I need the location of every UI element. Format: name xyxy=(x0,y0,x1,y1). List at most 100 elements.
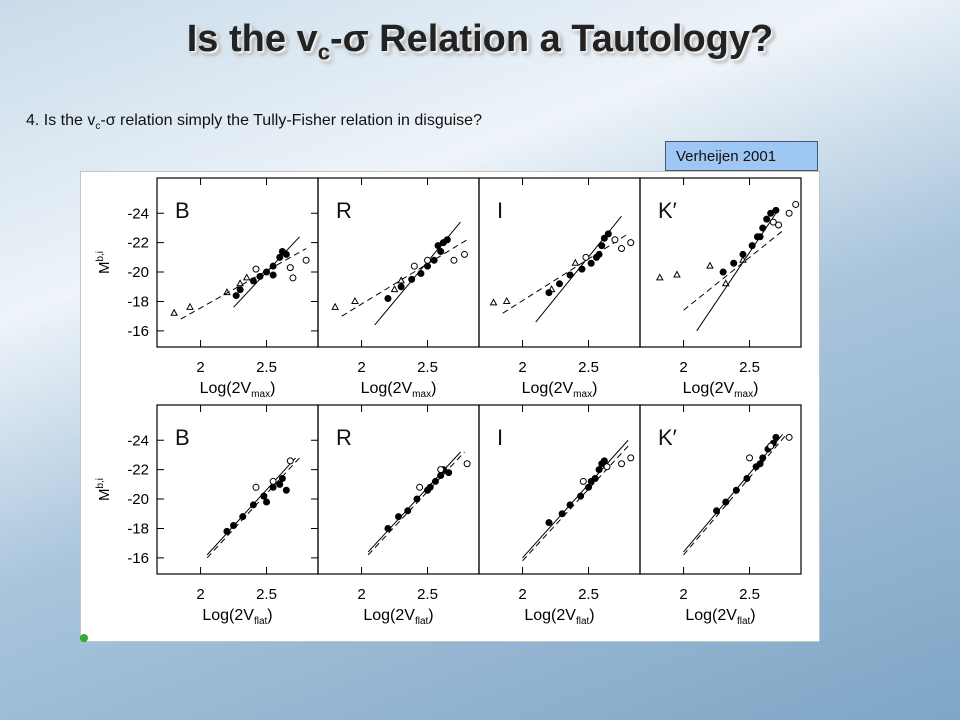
fit-line xyxy=(522,442,632,562)
filled-point xyxy=(772,433,780,441)
panel-label: K′ xyxy=(658,425,677,450)
title-sub: c xyxy=(317,39,330,65)
filled-point xyxy=(713,507,721,515)
filled-point xyxy=(566,271,574,279)
x-axis-label: Log(2Vmax) xyxy=(522,380,598,400)
filled-point xyxy=(730,259,738,267)
y-tick-label: -20 xyxy=(127,264,149,281)
filled-point xyxy=(230,522,238,530)
x-label-sub: flat xyxy=(254,616,268,627)
fit-line xyxy=(522,439,629,559)
x-tick-label: 2.5 xyxy=(578,359,599,376)
triangle-point xyxy=(390,285,399,293)
y-axis-label: Mb,i xyxy=(95,478,113,501)
x-label-part: ) xyxy=(431,380,436,397)
filled-point xyxy=(585,483,593,491)
x-label-part: ) xyxy=(750,607,755,624)
filled-point xyxy=(756,233,764,241)
filled-point xyxy=(282,250,290,258)
panel-label: I xyxy=(497,198,503,223)
open-point xyxy=(769,218,777,226)
x-label-sub: max xyxy=(573,389,592,400)
panel-label: R xyxy=(336,425,352,450)
title-part: Is the v xyxy=(186,18,318,60)
open-point xyxy=(792,200,800,208)
filled-point xyxy=(598,242,606,250)
triangle-point xyxy=(571,258,580,266)
filled-point xyxy=(276,253,284,261)
filled-point xyxy=(759,454,767,462)
x-label-part: Log(2V xyxy=(685,607,737,624)
open-point xyxy=(767,442,775,450)
filled-point xyxy=(249,501,257,509)
filled-point xyxy=(578,265,586,273)
x-label-sub: max xyxy=(412,389,431,400)
corner-dot xyxy=(80,634,88,642)
filled-point xyxy=(587,477,595,485)
open-point xyxy=(582,253,590,261)
y-tick-label: -24 xyxy=(127,432,149,449)
question-part: 4. Is the v xyxy=(26,112,96,129)
x-axis-label: Log(2Vmax) xyxy=(683,380,759,400)
open-point xyxy=(603,463,611,471)
filled-point xyxy=(600,234,608,242)
filled-point xyxy=(276,480,284,488)
open-point xyxy=(286,264,294,272)
filled-point xyxy=(278,474,286,482)
x-tick-label: 2 xyxy=(357,359,365,376)
fit-line xyxy=(367,451,465,556)
x-label-part: Log(2V xyxy=(524,607,576,624)
filled-point xyxy=(748,242,756,250)
y-label-sup: b,i xyxy=(95,478,106,489)
triangle-point xyxy=(242,273,251,281)
filled-point xyxy=(397,283,405,291)
x-tick-label: 2.5 xyxy=(739,586,760,603)
open-point xyxy=(410,262,418,270)
triangle-point xyxy=(397,276,405,284)
x-label-part: ) xyxy=(753,380,758,397)
y-tick-label: -20 xyxy=(127,491,149,508)
x-tick-label: 2 xyxy=(357,586,365,603)
filled-point xyxy=(545,289,553,297)
panel-label: B xyxy=(175,425,190,450)
filled-point xyxy=(417,270,425,278)
x-tick-label: 2.5 xyxy=(256,359,277,376)
y-tick-label: -22 xyxy=(127,462,149,479)
y-tick-label: -22 xyxy=(127,235,149,252)
y-tick-label: -16 xyxy=(127,323,149,340)
open-point xyxy=(460,250,468,258)
open-point xyxy=(302,256,310,264)
open-point xyxy=(424,256,432,264)
x-tick-label: 2 xyxy=(196,586,204,603)
x-tick-label: 2 xyxy=(518,586,526,603)
filled-point xyxy=(269,271,277,279)
x-tick-label: 2.5 xyxy=(417,359,438,376)
x-label-sub: max xyxy=(734,389,753,400)
filled-point xyxy=(256,272,264,280)
x-tick-label: 2.5 xyxy=(417,586,438,603)
open-point xyxy=(416,483,424,491)
panel-frame xyxy=(639,404,802,575)
x-label-part: Log(2V xyxy=(361,380,413,397)
x-tick-label: 2.5 xyxy=(256,586,277,603)
open-point xyxy=(252,483,260,491)
filled-point xyxy=(239,513,247,521)
fit-line xyxy=(180,248,307,320)
x-tick-label: 2 xyxy=(196,359,204,376)
filled-point xyxy=(408,275,416,283)
filled-point xyxy=(395,513,402,521)
x-tick-label: 2.5 xyxy=(739,359,760,376)
open-point xyxy=(463,460,471,468)
y-tick-label: -24 xyxy=(127,205,149,222)
filled-point xyxy=(732,486,740,494)
x-label-part: ) xyxy=(592,380,597,397)
open-point xyxy=(627,454,635,462)
filled-point xyxy=(595,466,603,474)
filled-point xyxy=(604,230,612,238)
open-point xyxy=(437,466,445,474)
filled-point xyxy=(743,474,751,482)
x-label-part: Log(2V xyxy=(363,607,415,624)
x-label-part: ) xyxy=(267,607,272,624)
x-label-sub: flat xyxy=(415,616,429,627)
filled-point xyxy=(384,524,392,532)
